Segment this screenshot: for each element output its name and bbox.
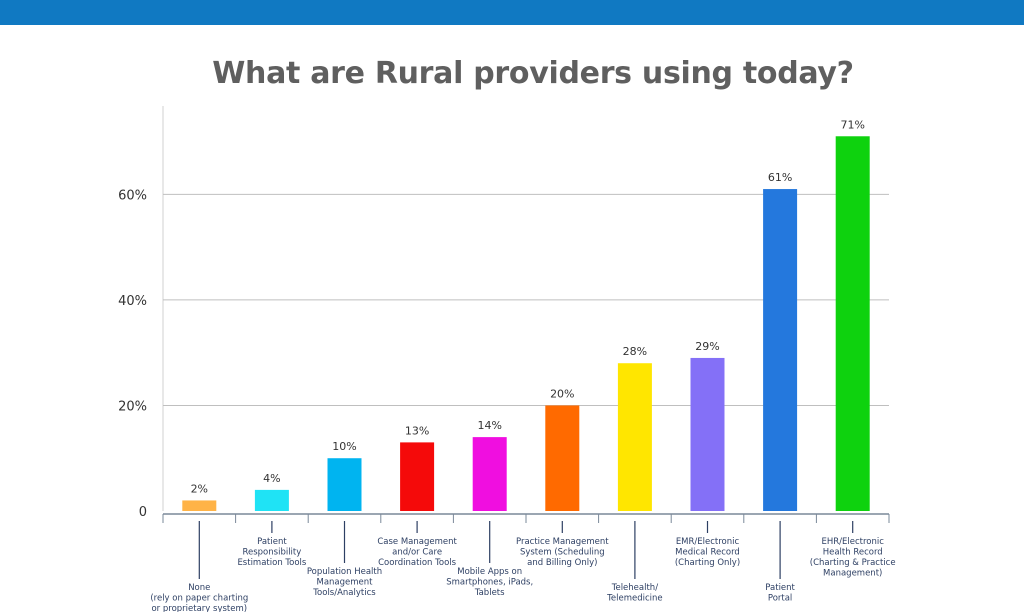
bar — [182, 500, 217, 511]
bar-value-label: 10% — [332, 440, 356, 453]
top-banner — [0, 0, 1024, 25]
y-tick-label: 20% — [118, 399, 147, 414]
bar — [400, 442, 435, 511]
x-category-label: Practice Management System (Scheduling and… — [516, 537, 609, 568]
bar-value-label: 4% — [263, 472, 280, 485]
bar — [690, 357, 725, 511]
chart-title: What are Rural providers using today? — [212, 56, 854, 91]
x-category-label: EMR/Electronic Medical Record (Charting On… — [675, 537, 740, 568]
bar — [327, 458, 362, 511]
x-category-label: Case Management and/or Care Coordination T… — [377, 537, 457, 568]
bar — [545, 405, 580, 511]
x-category-label: None (rely on paper charting or proprietar… — [150, 583, 248, 612]
bar — [472, 437, 507, 511]
bar — [254, 489, 289, 511]
y-tick-label: 60% — [118, 188, 147, 203]
y-tick-label: 40% — [118, 294, 147, 309]
bar-value-label: 28% — [623, 345, 647, 358]
y-tick-label: 0 — [139, 505, 147, 520]
x-category-label: Patient Portal — [765, 583, 795, 604]
x-category-label: Patient Responsibility Estimation Tools — [237, 537, 306, 568]
bar-value-label: 2% — [191, 482, 208, 495]
bar-value-label: 29% — [695, 340, 719, 353]
bar-value-label: 20% — [550, 387, 574, 400]
bar-value-label: 61% — [768, 171, 792, 184]
x-category-label: Telehealth/Telemedicine — [606, 583, 663, 604]
bar-value-label: 71% — [840, 118, 864, 131]
bar — [763, 189, 798, 512]
x-category-label: Mobile Apps on Smartphones, iPads, Tablets — [446, 567, 533, 598]
bar — [617, 363, 652, 511]
bar — [835, 136, 870, 511]
bar-value-label: 14% — [477, 419, 501, 432]
x-category-label: Population Health Management Tools/Analyti… — [307, 567, 382, 598]
bar-value-label: 13% — [405, 424, 429, 437]
x-category-label: EHR/Electronic Health Record (Charting & P… — [810, 537, 896, 579]
